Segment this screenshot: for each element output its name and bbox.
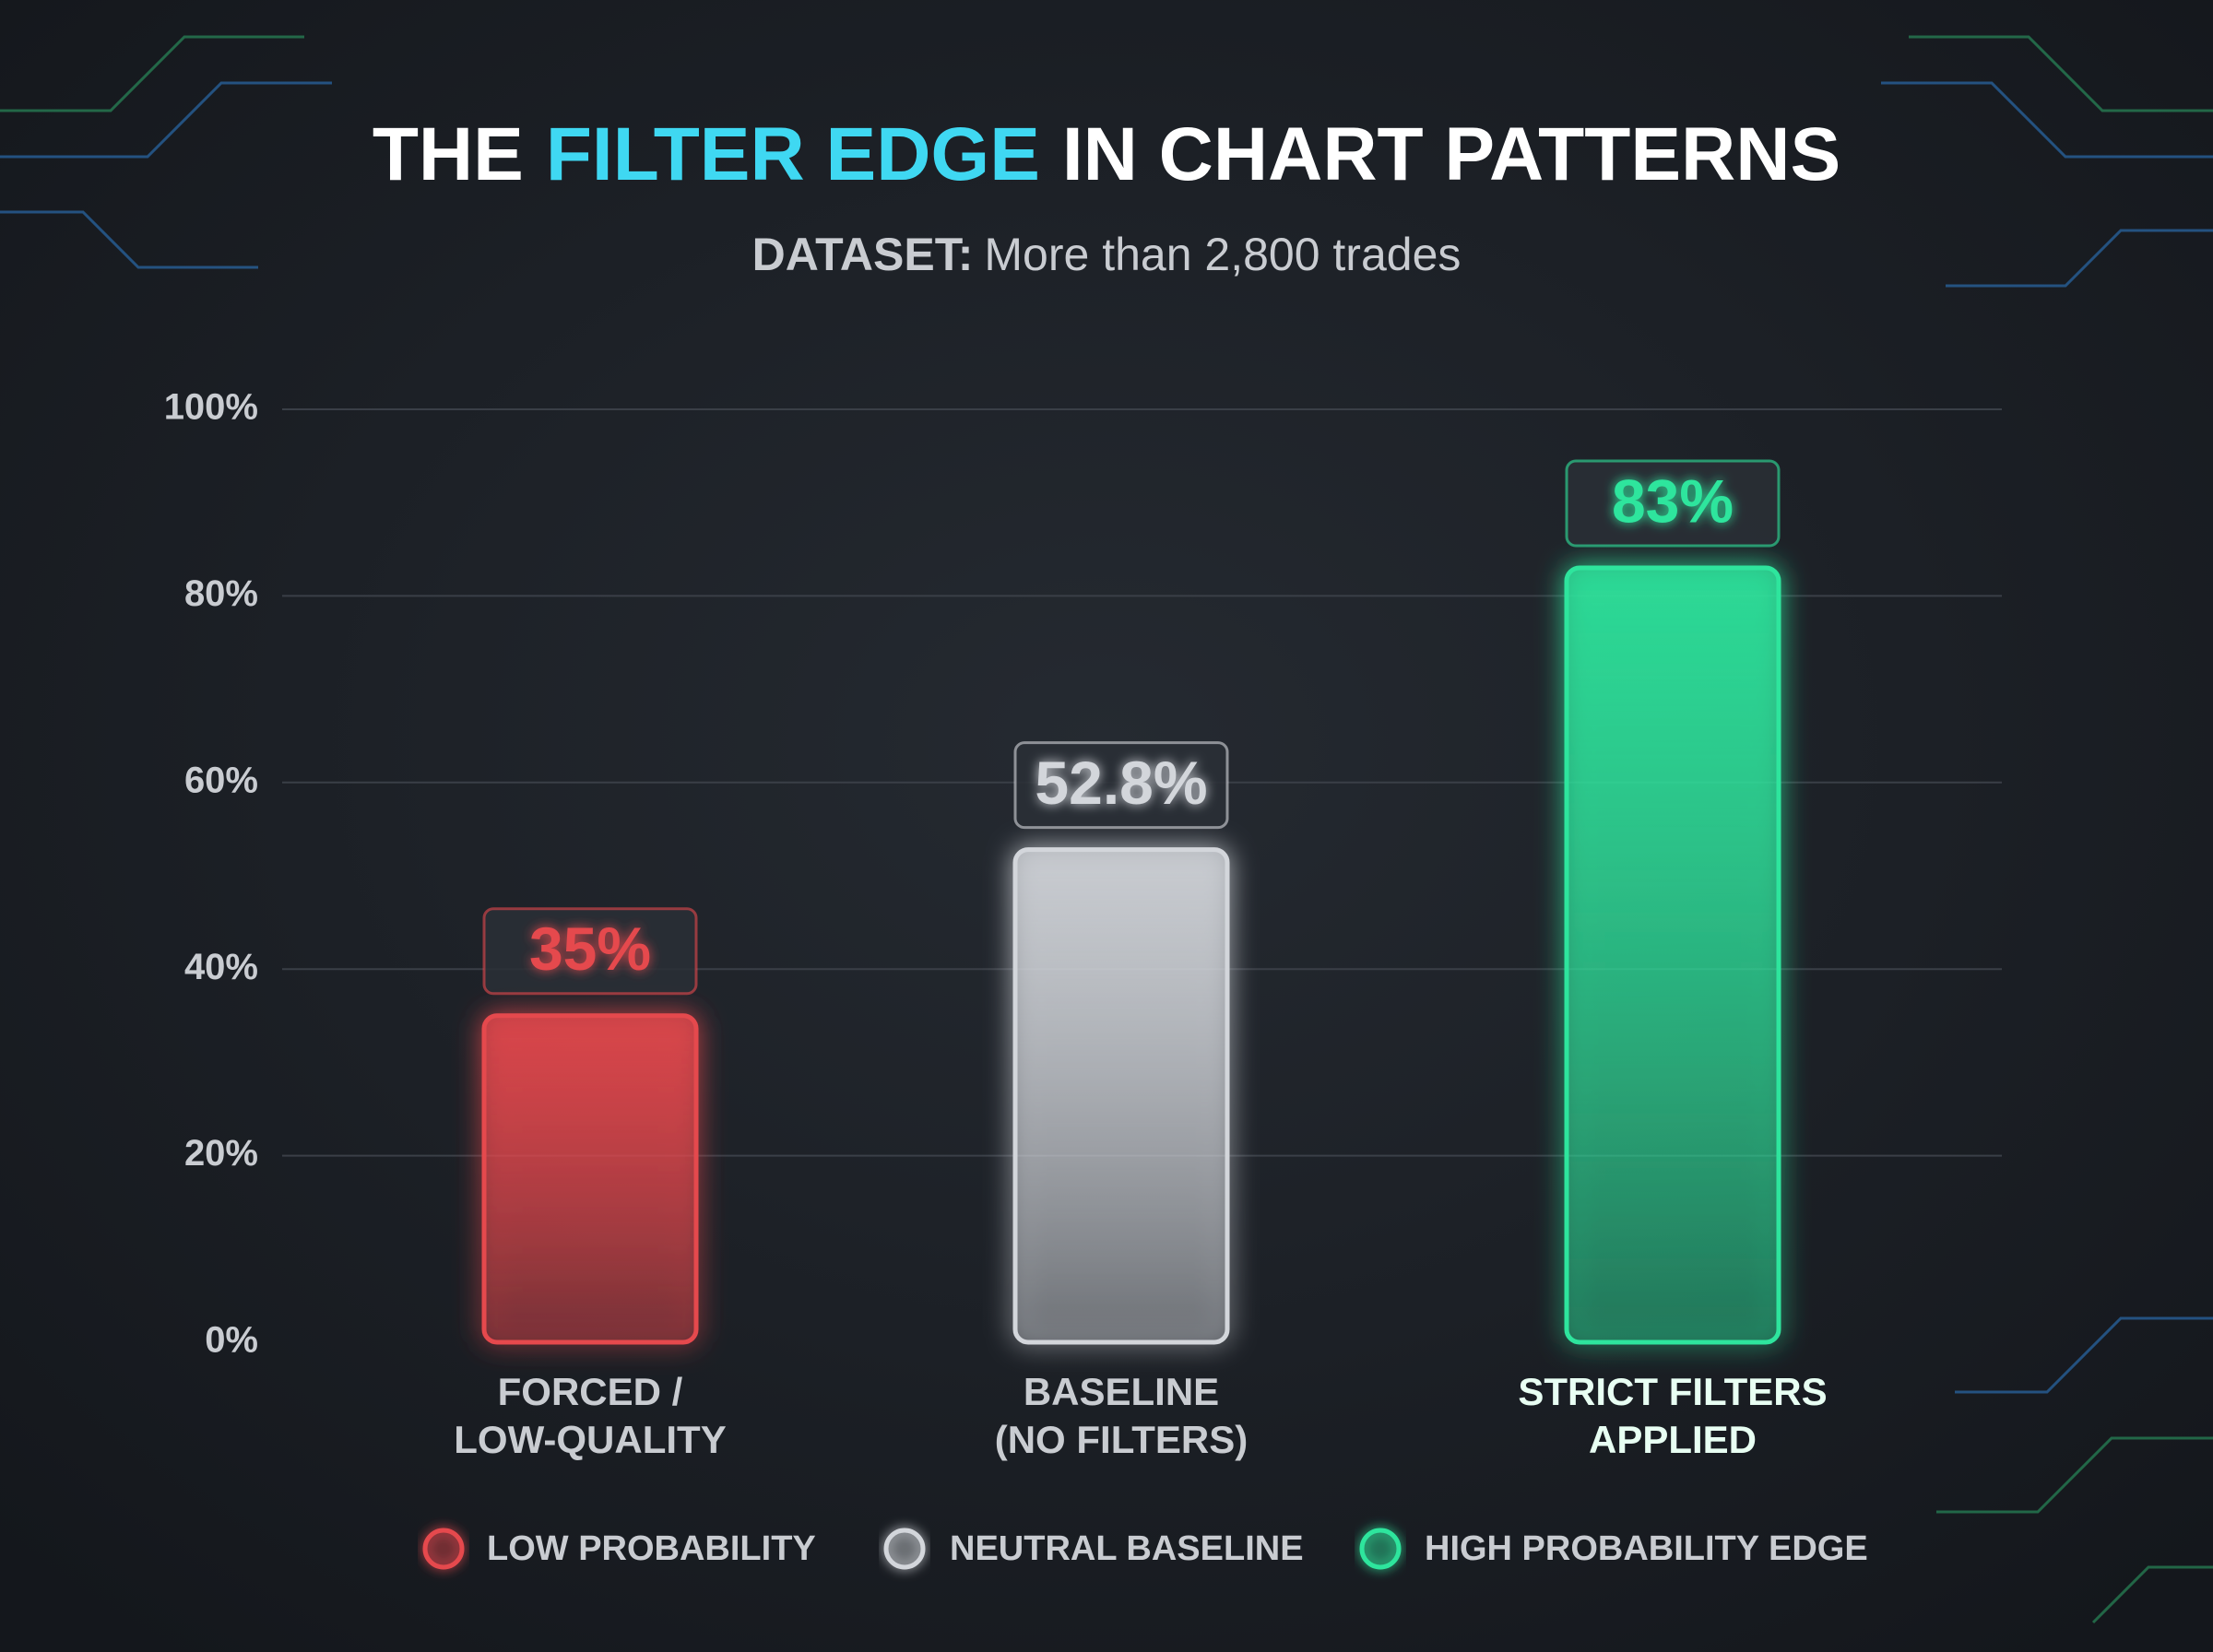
x-tick-label: LOW-QUALITY: [454, 1418, 726, 1461]
x-tick-label: (NO FILTERS): [995, 1418, 1249, 1461]
subtitle: DATASET: More than 2,800 trades: [752, 229, 1462, 280]
legend-label: NEUTRAL BASELINE: [950, 1529, 1304, 1568]
x-tick-label: STRICT FILTERS: [1518, 1370, 1827, 1413]
value-label: 52.8%: [1035, 749, 1207, 817]
bar: [481, 1013, 699, 1345]
title-segment: THE: [373, 112, 524, 196]
y-tick-label: 40%: [184, 947, 258, 987]
x-tick-label: BASELINE: [1024, 1370, 1219, 1413]
x-tick-label: APPLIED: [1589, 1418, 1757, 1461]
y-tick-label: 80%: [184, 573, 258, 614]
legend-marker: [1359, 1528, 1402, 1570]
value-label-box: [1565, 459, 1781, 548]
legend-label: HIGH PROBABILITY EDGE: [1425, 1529, 1868, 1568]
subtitle-text: More than 2,800 trades: [984, 229, 1461, 280]
y-tick-label: 60%: [184, 760, 258, 800]
subtitle-label: DATASET:: [752, 229, 974, 280]
legend-label: LOW PROBABILITY: [487, 1529, 816, 1568]
bar: [1012, 847, 1230, 1345]
value-label-box: [1013, 741, 1229, 830]
legend-marker: [422, 1528, 465, 1570]
y-tick-label: 20%: [184, 1133, 258, 1174]
value-label-box: [482, 907, 698, 996]
value-label: 35%: [529, 914, 651, 983]
bar: [1564, 565, 1781, 1345]
chart-title: THE FILTER EDGE IN CHART PATTERNS: [373, 112, 1840, 196]
value-label: 83%: [1612, 466, 1734, 535]
x-tick-label: FORCED /: [498, 1370, 683, 1413]
y-tick-label: 0%: [205, 1320, 258, 1361]
title-segment: IN CHART PATTERNS: [1062, 112, 1840, 196]
title-segment: FILTER EDGE: [546, 112, 1040, 196]
y-tick-label: 100%: [164, 387, 258, 428]
circuit-decor: [0, 35, 2213, 1624]
legend-marker: [883, 1528, 926, 1570]
